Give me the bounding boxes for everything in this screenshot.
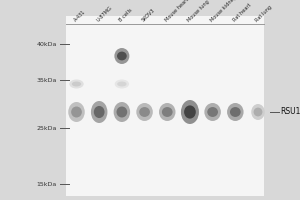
Ellipse shape (114, 48, 129, 64)
Ellipse shape (184, 105, 196, 119)
Ellipse shape (116, 106, 127, 117)
Ellipse shape (117, 52, 127, 60)
Ellipse shape (227, 103, 244, 121)
Ellipse shape (136, 103, 153, 121)
Text: 35kDa: 35kDa (37, 77, 57, 82)
Ellipse shape (115, 80, 129, 88)
Text: 40kDa: 40kDa (37, 42, 57, 46)
Ellipse shape (207, 107, 218, 117)
Ellipse shape (117, 82, 127, 86)
Ellipse shape (181, 100, 199, 124)
Ellipse shape (68, 102, 85, 122)
Text: Mouse heart: Mouse heart (164, 0, 189, 23)
Text: Rat lung: Rat lung (254, 5, 273, 23)
Text: A-431: A-431 (73, 9, 87, 23)
Ellipse shape (230, 107, 241, 117)
Ellipse shape (251, 104, 265, 120)
Text: 15kDa: 15kDa (37, 182, 57, 186)
Text: Mouse lung: Mouse lung (186, 0, 210, 23)
Ellipse shape (159, 103, 175, 121)
Ellipse shape (139, 107, 150, 117)
Text: Mouse kidney: Mouse kidney (209, 0, 237, 23)
FancyBboxPatch shape (66, 16, 264, 196)
Ellipse shape (91, 101, 107, 123)
Text: Rat heart: Rat heart (232, 3, 252, 23)
Ellipse shape (114, 102, 130, 122)
Ellipse shape (69, 80, 84, 88)
Text: SKOV3: SKOV3 (141, 8, 156, 23)
Ellipse shape (71, 106, 82, 117)
Text: 25kDa: 25kDa (37, 126, 57, 130)
Ellipse shape (94, 106, 105, 118)
Text: U-87MG: U-87MG (96, 5, 113, 23)
Ellipse shape (254, 108, 262, 116)
Ellipse shape (72, 82, 81, 86)
Text: RSU1: RSU1 (280, 108, 300, 116)
Ellipse shape (204, 103, 221, 121)
Text: B cells: B cells (118, 8, 134, 23)
Ellipse shape (162, 107, 172, 117)
